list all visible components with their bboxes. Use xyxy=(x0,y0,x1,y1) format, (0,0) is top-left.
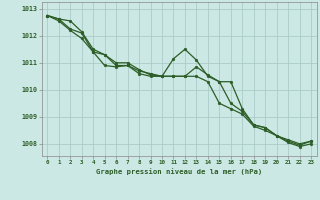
X-axis label: Graphe pression niveau de la mer (hPa): Graphe pression niveau de la mer (hPa) xyxy=(96,168,262,175)
